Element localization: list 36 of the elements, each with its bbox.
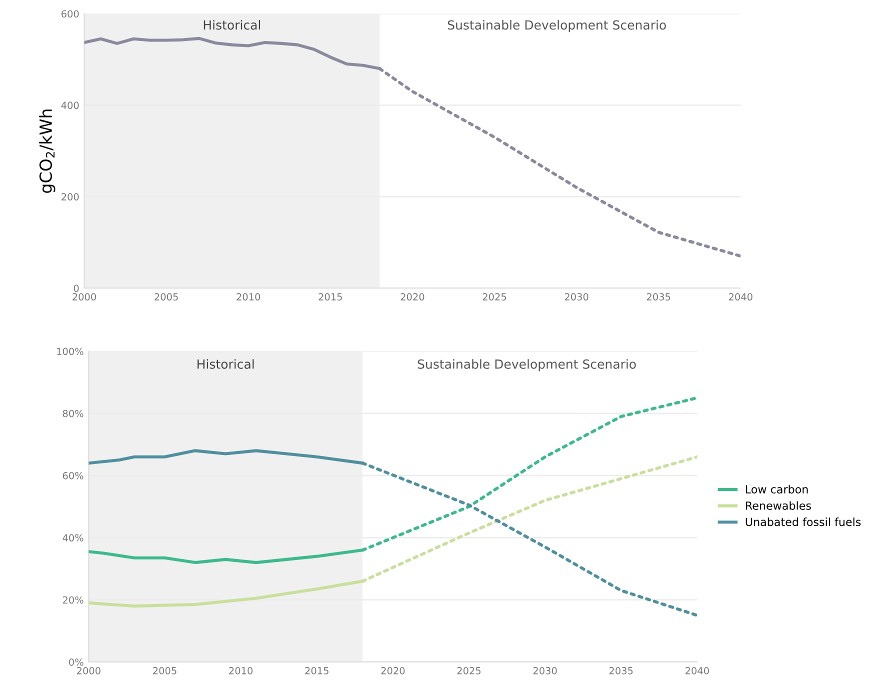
- legend-label: Low carbon: [746, 484, 808, 494]
- y-tick-label: 20%: [62, 596, 84, 604]
- x-tick-label: 2030: [533, 667, 557, 674]
- x-tick-label: 2000: [72, 293, 96, 301]
- x-tick-label: 2005: [153, 667, 176, 674]
- y-tick-label: 0: [74, 284, 79, 292]
- y-tick-label: 40%: [62, 534, 84, 542]
- x-tick-label: 2025: [457, 667, 481, 674]
- legend-label: Renewables: [746, 501, 811, 510]
- x-tick-label: 2020: [381, 667, 405, 674]
- x-tick-label: 2030: [564, 293, 588, 301]
- y-tick-label: 60%: [62, 472, 84, 480]
- x-tick-label: 2005: [154, 293, 178, 301]
- x-tick-label: 2025: [482, 293, 506, 301]
- x-tick-label: 2020: [400, 293, 424, 301]
- x-tick-label: 2040: [728, 293, 752, 301]
- y-tick-label: 100%: [57, 348, 84, 356]
- y-tick-label: 200: [62, 193, 79, 200]
- band-label: Historical: [204, 20, 260, 30]
- y-tick-label: 600: [62, 10, 79, 18]
- y-tick-label: 80%: [62, 410, 84, 418]
- legend-label: Unabated fossil fuels: [746, 518, 861, 526]
- annotation: Sustainable Development Scenario: [418, 359, 636, 372]
- x-tick-label: 2015: [305, 667, 328, 674]
- y-axis-title: gCO$_{2}$/kWh: [39, 110, 56, 193]
- x-tick-label: 2010: [236, 293, 260, 301]
- y-tick-label: 0%: [69, 658, 84, 666]
- annotation: Sustainable Development Scenario: [448, 20, 666, 32]
- x-tick-label: 2035: [646, 293, 670, 301]
- x-tick-label: 2015: [318, 293, 342, 301]
- x-tick-label: 2010: [229, 667, 253, 674]
- x-tick-label: 2000: [77, 667, 100, 674]
- x-tick-label: 2040: [686, 667, 709, 674]
- band-label: Historical: [198, 359, 254, 369]
- x-tick-label: 2035: [609, 667, 633, 674]
- y-tick-label: 400: [61, 102, 79, 110]
